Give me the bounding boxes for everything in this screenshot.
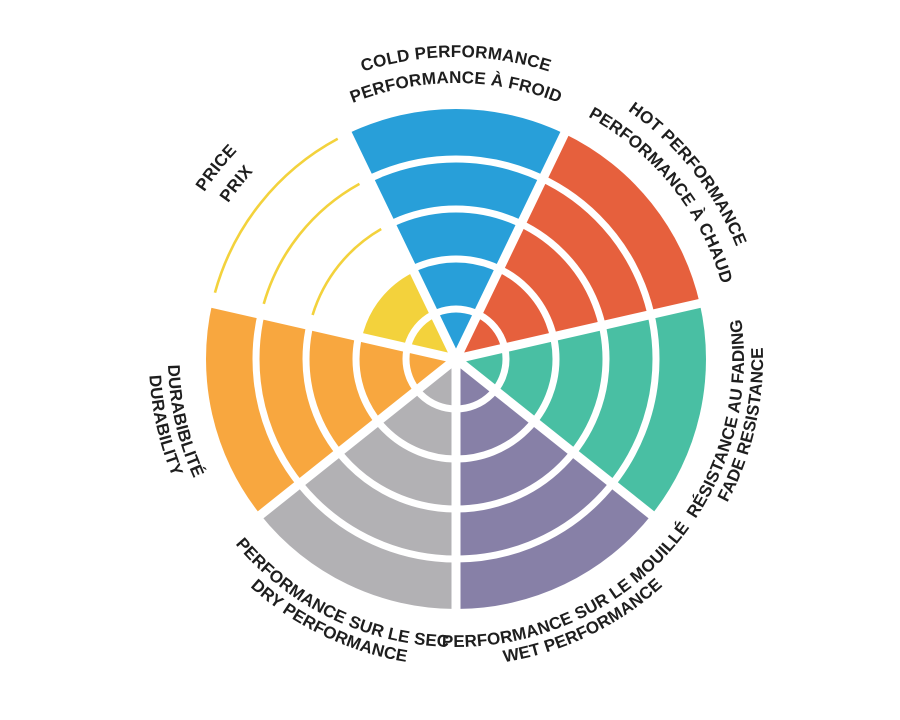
wedge-durability xyxy=(206,303,456,515)
wedge-gap xyxy=(453,355,664,526)
wedge-dry-performance xyxy=(260,359,456,609)
wedge-gap xyxy=(338,120,461,361)
label-text-cold-performance-fr: PERFORMANCE À FROID xyxy=(347,68,564,107)
wedge-hot-performance xyxy=(456,133,700,359)
wedge-gap xyxy=(248,355,459,526)
wedge-fade-resistance xyxy=(456,303,706,515)
wedge-gap xyxy=(454,296,713,364)
wedge-gap xyxy=(199,296,458,364)
label-cold-performance-fr: PERFORMANCE À FROID xyxy=(347,68,564,107)
wedge-gap xyxy=(451,120,574,361)
outline-ring-price xyxy=(262,182,361,305)
outline-ring-price xyxy=(311,227,382,316)
wedge-cold-performance xyxy=(347,109,565,359)
outline-ring-price xyxy=(213,137,339,294)
wedge-wet-performance xyxy=(456,359,652,609)
